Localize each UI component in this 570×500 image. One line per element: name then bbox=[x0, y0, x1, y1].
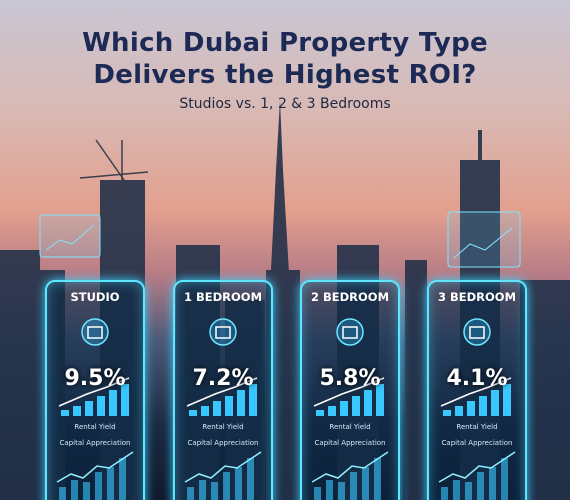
property-card: 1 BEDROOM 7.2% Rental Yield Capital Appreci… bbox=[173, 280, 273, 500]
icon bbox=[209, 318, 237, 346]
card-metric: Rental Yield bbox=[202, 423, 244, 431]
card-graphics bbox=[311, 318, 389, 500]
floating-panels bbox=[39, 211, 521, 268]
card-label: 1 BEDROOM bbox=[183, 290, 263, 304]
appreciation-line bbox=[438, 451, 516, 483]
card-graphics bbox=[438, 318, 516, 500]
property-card: 2 BEDROOM 5.8% Rental Yield Capital Appreci… bbox=[300, 280, 400, 500]
card-value: 7.2% bbox=[192, 366, 254, 391]
yield-bars bbox=[316, 384, 384, 416]
appreciation-bars bbox=[59, 458, 126, 500]
icon bbox=[81, 318, 109, 346]
property-card: STUDIO 9.5% Rental Yield Capital Appreciati… bbox=[45, 280, 145, 500]
card-secondary: Capital Appreciation bbox=[59, 439, 131, 447]
yield-bars bbox=[61, 384, 129, 416]
subtitle: Studios vs. 1, 2 & 3 Bedrooms bbox=[179, 96, 391, 112]
card-label: 3 BEDROOM bbox=[437, 290, 517, 304]
icon-glyph bbox=[469, 326, 485, 339]
appreciation-line bbox=[56, 451, 134, 483]
appreciation-bars bbox=[441, 458, 508, 500]
yield-bars bbox=[189, 384, 257, 416]
card-metric: Rental Yield bbox=[456, 423, 498, 431]
icon-glyph bbox=[215, 326, 231, 339]
title-line: Delivers the Highest ROI? bbox=[93, 60, 477, 90]
card-value: 9.5% bbox=[64, 366, 126, 391]
cranes bbox=[79, 139, 149, 200]
card-label: 2 BEDROOM bbox=[310, 290, 390, 304]
yield-bars bbox=[443, 384, 511, 416]
appreciation-line bbox=[311, 451, 389, 483]
card-graphics bbox=[56, 318, 134, 500]
trend-arrow bbox=[186, 377, 258, 407]
card-graphics bbox=[184, 318, 262, 500]
property-card: 3 BEDROOM 4.1% Rental Yield Capital Appreci… bbox=[427, 280, 527, 500]
appreciation-line bbox=[184, 451, 262, 483]
icon-glyph bbox=[87, 326, 103, 339]
card-metric: Rental Yield bbox=[329, 423, 371, 431]
trend-arrow bbox=[313, 377, 385, 407]
appreciation-bars bbox=[187, 458, 254, 500]
icon bbox=[463, 318, 491, 346]
card-secondary: Capital Appreciation bbox=[441, 439, 513, 447]
icon bbox=[336, 318, 364, 346]
trend-arrow bbox=[440, 377, 512, 407]
trend-arrow bbox=[58, 377, 130, 407]
card-secondary: Capital Appreciation bbox=[187, 439, 259, 447]
title-line: Which Dubai Property Type bbox=[82, 28, 488, 58]
icon-glyph bbox=[342, 326, 358, 339]
card-metric: Rental Yield bbox=[74, 423, 116, 431]
card-value: 4.1% bbox=[446, 366, 508, 391]
appreciation-bars bbox=[314, 458, 381, 500]
card-label: STUDIO bbox=[70, 290, 120, 304]
card-secondary: Capital Appreciation bbox=[314, 439, 386, 447]
card-value: 5.8% bbox=[319, 366, 381, 391]
